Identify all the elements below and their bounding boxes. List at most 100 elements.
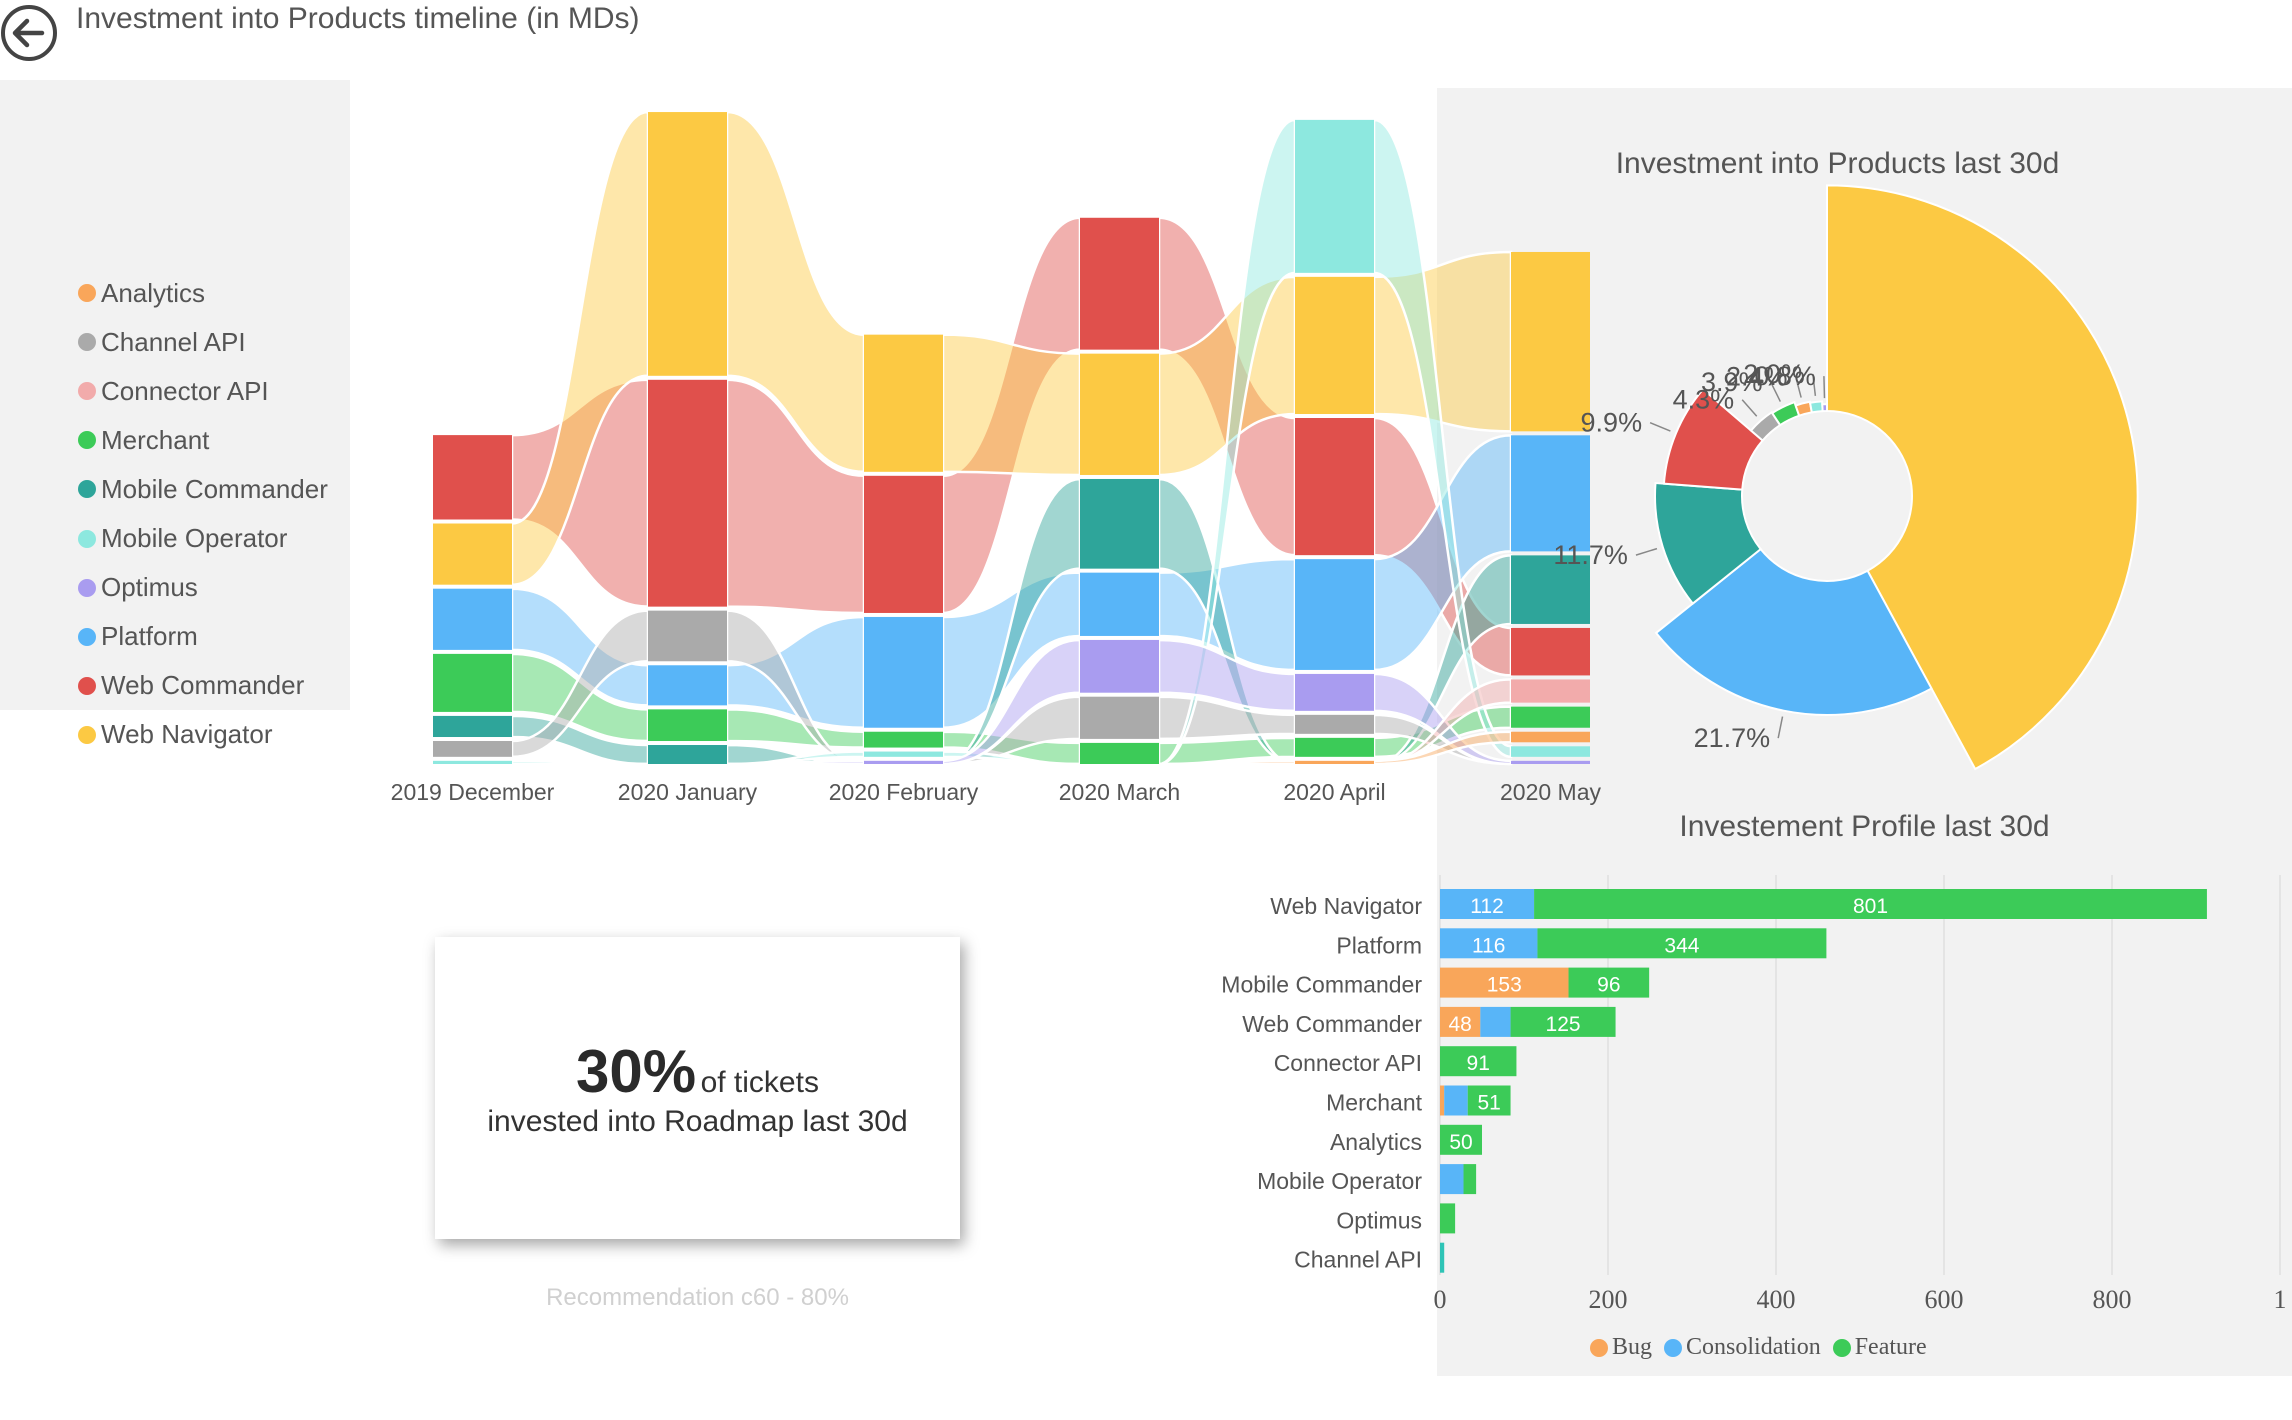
kpi-subtitle: invested into Roadmap last 30d: [487, 1105, 908, 1138]
legend-item-analytics[interactable]: Analytics: [78, 273, 205, 313]
legend-label: Web Navigator: [101, 719, 273, 750]
bar-value-label: 801: [1853, 895, 1888, 918]
ribbon-links: [510, 110, 1513, 766]
rose-slice-merchant: [1770, 400, 1801, 427]
ribbon-web-navigator: [725, 110, 866, 474]
node-mobile-operator: [864, 751, 943, 757]
rose-label-line: [1823, 376, 1826, 399]
node-mobile-operator: [433, 760, 512, 764]
node-optimus: [1295, 673, 1374, 711]
node-mobile-operator: [1511, 746, 1590, 757]
node-web-commander: [864, 475, 943, 613]
legend-item-connector-api[interactable]: Connector API: [78, 371, 269, 411]
bar-bug-mobile-commander: [1440, 967, 1569, 998]
legend-bug[interactable]: Bug: [1590, 1334, 1652, 1361]
page-title: Investment into Products timeline (in MD…: [76, 2, 640, 35]
legend-item-channel-api[interactable]: Channel API: [78, 322, 246, 362]
legend-item-web-navigator[interactable]: Web Navigator: [78, 715, 273, 755]
bar-value-label: 51: [1477, 1092, 1500, 1115]
rose-label-line: [1812, 373, 1817, 396]
node-platform: [1511, 435, 1590, 552]
platform-dot-icon: [78, 627, 96, 646]
legend-item-merchant[interactable]: Merchant: [78, 420, 209, 460]
legend-label: Platform: [101, 621, 198, 652]
legend-consolidation[interactable]: Consolidation: [1664, 1334, 1821, 1361]
bar-x-tick: 800: [2093, 1285, 2132, 1314]
legend-item-mobile-operator[interactable]: Mobile Operator: [78, 519, 287, 559]
bar-feature-optimus: [1440, 1203, 1456, 1234]
bar-value-label: 153: [1487, 974, 1522, 997]
node-web-commander: [648, 379, 727, 607]
bar-category-label: Analytics: [1330, 1129, 1422, 1155]
node-mobile-commander: [648, 745, 727, 764]
channel-api-dot-icon: [78, 333, 96, 352]
node-web-navigator: [648, 112, 727, 376]
bar-value-label: 125: [1546, 1013, 1581, 1036]
node-platform: [1080, 572, 1159, 636]
node-mobile-operator: [1295, 119, 1374, 273]
legend-item-web-commander[interactable]: Web Commander: [78, 666, 304, 706]
rose-label-line: [1769, 381, 1782, 402]
node-web-commander: [433, 435, 512, 520]
legend-item-mobile-commander[interactable]: Mobile Commander: [78, 469, 328, 509]
bar-bug-merchant: [1440, 1085, 1445, 1116]
timeline-tick-label: 2020 January: [618, 779, 758, 805]
rose-slice-web-navigator: [1826, 184, 2139, 771]
rose-label: 9.9%: [1581, 408, 1643, 438]
bar-feature-analytics: [1440, 1124, 1482, 1155]
node-web-commander: [1511, 627, 1590, 676]
rose-label-line: [1635, 547, 1658, 556]
bar-consolidation-mobile-operator: [1440, 1164, 1464, 1195]
rose-label: 21.7%: [1694, 723, 1771, 753]
legend-label: Connector API: [101, 375, 269, 406]
ribbon-mobile-operator: [1158, 118, 1297, 766]
bar-x-tick: 200: [1589, 1285, 1628, 1314]
legend-label: Mobile Operator: [101, 523, 288, 553]
ribbon-mobile-operator: [510, 759, 649, 766]
legend-label: Optimus: [101, 572, 198, 603]
node-optimus: [864, 760, 943, 764]
node-mobile-commander: [1080, 478, 1159, 569]
node-channel-api: [648, 610, 727, 662]
bar-feature-mobile-commander: [1568, 967, 1650, 998]
rose-label: 2.4%: [1726, 361, 1788, 391]
bug-dot-icon: [1590, 1338, 1608, 1357]
ribbon-platform: [1157, 557, 1297, 672]
legend-label: Channel API: [101, 326, 246, 357]
bar-value-label: 91: [1467, 1052, 1490, 1075]
bar-category-label: Platform: [1336, 932, 1422, 958]
bar-category-label: Merchant: [1326, 1090, 1422, 1116]
bar-other-channel-api: [1440, 1242, 1445, 1273]
ribbon-web-commander: [941, 216, 1082, 615]
legend-item-platform[interactable]: Platform: [78, 617, 198, 657]
node-mobile-commander: [1511, 555, 1590, 624]
node-channel-api: [433, 741, 512, 757]
legend-item-optimus[interactable]: Optimus: [78, 568, 198, 608]
rose-label: 4.3%: [1673, 385, 1735, 415]
node-platform: [864, 616, 943, 728]
bar-value-label: 96: [1597, 974, 1620, 997]
node-mobile-commander: [433, 715, 512, 738]
node-channel-api: [1295, 714, 1374, 734]
ribbon-mobile-operator: [941, 750, 1081, 766]
mobile-operator-dot-icon: [78, 529, 96, 548]
bar-value-label: 344: [1664, 934, 1699, 957]
rose-label: 11.7%: [1553, 540, 1628, 570]
bar-category-label: Web Navigator: [1270, 893, 1422, 919]
back-button[interactable]: [0, 0, 58, 62]
node-web-navigator: [433, 523, 512, 585]
rose-label: 0.8%: [1754, 361, 1816, 391]
bar-category-label: Channel API: [1294, 1247, 1422, 1273]
legend-label: Analytics: [101, 277, 206, 308]
bar-feature-mobile-operator: [1463, 1164, 1477, 1195]
node-web-navigator: [1080, 353, 1159, 475]
legend-feature[interactable]: Feature: [1832, 1334, 1927, 1361]
ribbon-web-commander: [725, 378, 866, 615]
ribbon-platform: [941, 571, 1082, 729]
kpi-value: 30%: [576, 1038, 697, 1105]
timeline-tick-label: 2020 February: [829, 779, 979, 805]
analytics-dot-icon: [78, 284, 96, 302]
rose-label: 2.0%: [1743, 359, 1805, 389]
merchant-dot-icon: [78, 431, 96, 450]
ribbon-web-commander: [510, 378, 650, 608]
